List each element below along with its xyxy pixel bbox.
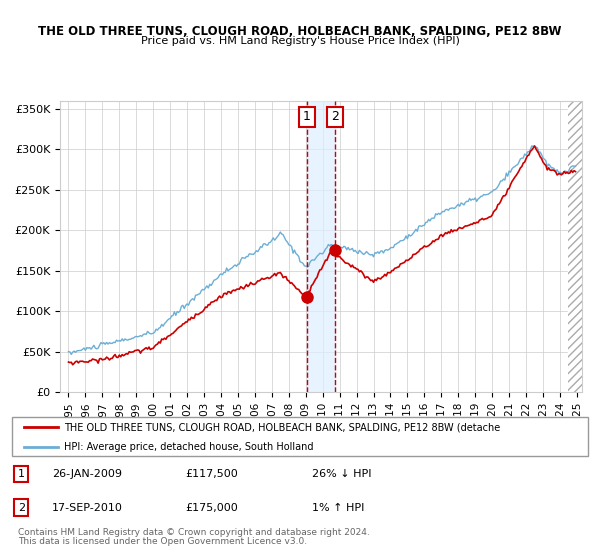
- Text: 26% ↓ HPI: 26% ↓ HPI: [311, 469, 371, 479]
- Text: 1: 1: [303, 110, 311, 123]
- Text: THE OLD THREE TUNS, CLOUGH ROAD, HOLBEACH BANK, SPALDING, PE12 8BW: THE OLD THREE TUNS, CLOUGH ROAD, HOLBEAC…: [38, 25, 562, 38]
- Bar: [568, 101, 587, 392]
- Text: Contains HM Land Registry data © Crown copyright and database right 2024.: Contains HM Land Registry data © Crown c…: [18, 528, 370, 537]
- Text: 17-SEP-2010: 17-SEP-2010: [52, 502, 123, 512]
- Text: 2: 2: [331, 110, 339, 123]
- Text: £117,500: £117,500: [185, 469, 238, 479]
- Text: HPI: Average price, detached house, South Holland: HPI: Average price, detached house, Sout…: [64, 442, 313, 451]
- FancyBboxPatch shape: [12, 417, 588, 456]
- Text: 1% ↑ HPI: 1% ↑ HPI: [311, 502, 364, 512]
- Text: 2: 2: [18, 502, 25, 512]
- Bar: [568, 101, 587, 392]
- Text: THE OLD THREE TUNS, CLOUGH ROAD, HOLBEACH BANK, SPALDING, PE12 8BW (detache: THE OLD THREE TUNS, CLOUGH ROAD, HOLBEAC…: [64, 422, 500, 432]
- Text: 26-JAN-2009: 26-JAN-2009: [52, 469, 122, 479]
- Text: This data is licensed under the Open Government Licence v3.0.: This data is licensed under the Open Gov…: [18, 538, 307, 547]
- Text: £175,000: £175,000: [185, 502, 238, 512]
- Text: Price paid vs. HM Land Registry's House Price Index (HPI): Price paid vs. HM Land Registry's House …: [140, 36, 460, 46]
- Text: 1: 1: [18, 469, 25, 479]
- Bar: [307, 101, 335, 392]
